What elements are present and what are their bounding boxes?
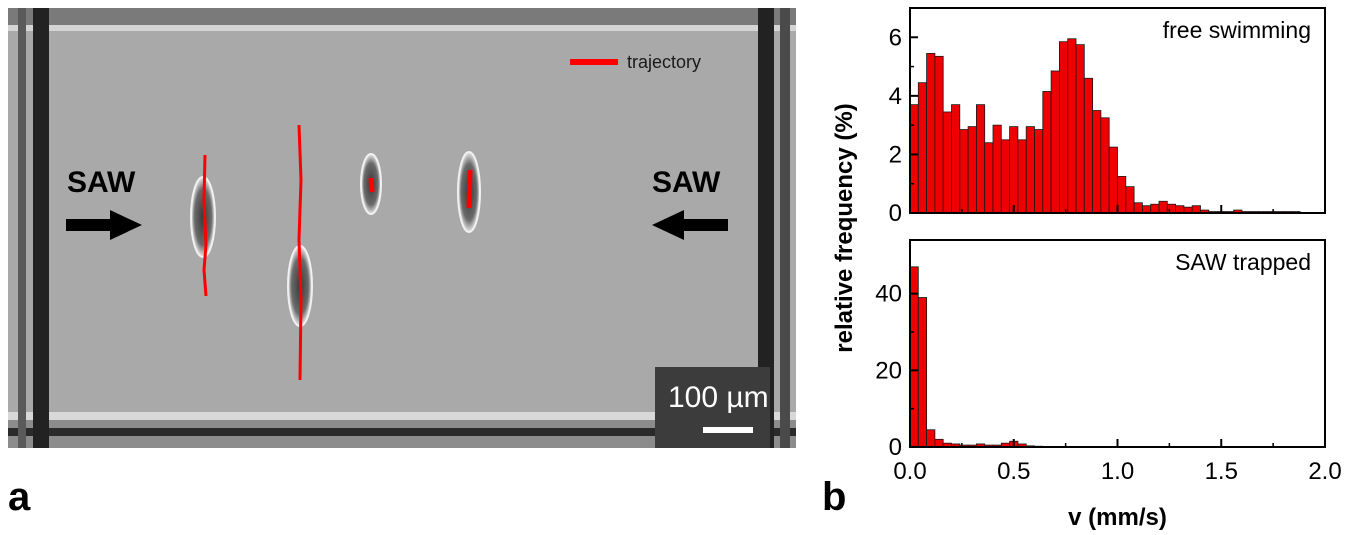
electrode-left-outer [18,8,26,448]
x-tick-label: 2.0 [1308,458,1341,485]
histogram-bar [1150,203,1160,214]
arrow-right-icon [66,210,142,240]
x-tick-label: 1.0 [1101,458,1134,485]
y-tick-label: 4 [889,83,902,110]
histogram-bar [1175,205,1185,214]
electrode-right [758,8,774,448]
legend-label: trajectory [627,52,701,72]
scale-bar [703,427,753,433]
histogram-saw-trapped: 0 20 40 0.0 0.5 1.0 1.5 2.0 SAW trapped [875,239,1342,485]
y-tick-label: 40 [875,281,902,308]
x-tick-label: 0.0 [893,458,926,485]
histogram-bar [992,124,1002,214]
trajectory-overlay [202,124,473,381]
x-tick-label: 1.5 [1205,458,1238,485]
electrode-left [33,8,49,448]
y-tick-label: 0 [889,200,902,227]
histogram-free-swimming: 0 2 4 6 free swimming [889,7,1326,227]
histogram-bar [959,129,969,214]
histogram-bar [1034,129,1044,214]
histogram-bar [909,104,919,214]
trajectory-cell-3 [368,177,375,193]
x-tick-label: 0.5 [997,458,1030,485]
trajectory-cell-2 [297,124,303,381]
histogram-bar [1108,146,1118,214]
histogram-bar [1083,77,1094,214]
channel-bottom-line [8,428,796,436]
y-axis-label: relative frequency (%) [831,103,858,352]
histogram-bar [976,104,986,214]
histogram-bar [1017,139,1027,214]
panel-annotation: SAW trapped [1175,249,1311,275]
y-tick-label: 0 [889,434,902,461]
y-tick-label: 20 [875,357,902,384]
histogram-bar [934,55,944,214]
histogram-bar [934,438,944,448]
trajectory-cell-1 [202,154,208,297]
saw-right-label: SAW [652,166,721,199]
histogram-bar [942,111,952,214]
panel-annotation: free swimming [1163,17,1311,43]
scale-bar-label: 100 µm [668,381,769,414]
trajectory-cell-4 [466,169,473,209]
algae-cell-1 [190,176,216,258]
histogram-bar [951,104,961,214]
histogram-bar [917,297,927,448]
y-tick-label: 2 [889,141,902,168]
histogram-bar [1050,70,1060,214]
histogram-bar [984,142,994,214]
histogram-bar [967,126,977,214]
histogram-bar [917,82,927,214]
histogram-bar [1100,117,1110,214]
histogram-bar [926,52,936,214]
histogram-bar [1142,205,1152,214]
x-axis-label: v (mm/s) [1068,504,1167,531]
scale-bar-box [655,367,770,448]
electrode-right-outer [780,8,790,448]
histogram-bar [1009,126,1019,214]
histogram-bar [1000,139,1010,214]
histogram-bar [1067,38,1077,214]
saw-left-label: SAW [67,166,136,199]
arrow-left-icon [652,210,728,240]
histogram-bar [1059,41,1069,214]
histogram-bar [1117,175,1127,214]
panel-b-label: b [822,475,846,519]
histogram-bar [1025,126,1035,214]
panel-a-label: a [8,475,31,519]
histogram-bar [1133,202,1143,214]
channel-top-edge [8,8,796,30]
histogram-bar [1075,44,1085,214]
y-tick-label: 6 [889,24,902,51]
channel-bottom-highlight [8,412,796,420]
histogram-bar [1158,200,1168,214]
histogram-bar [1042,91,1052,214]
histogram-bar [1125,186,1135,214]
histogram-bar [926,429,936,448]
histogram-bar [1166,203,1177,214]
histogram-bar [1191,205,1201,214]
histogram-bar [1092,110,1102,214]
channel-top-highlight [8,25,796,31]
